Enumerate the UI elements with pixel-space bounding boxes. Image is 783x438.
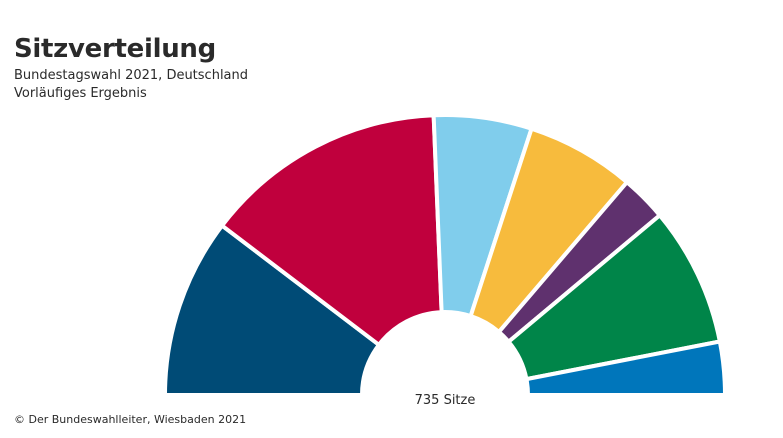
- seat-slice-6: [505, 212, 723, 382]
- seat-slice-2: [219, 113, 444, 348]
- chart-subtitle: Bundestagswahl 2021, Deutschland Vorläuf…: [14, 67, 248, 103]
- chart-slices: [162, 113, 728, 397]
- subtitle-line-1: Bundestagswahl 2021, Deutschland: [14, 68, 249, 83]
- total-seats-label: 735 Sitze: [415, 393, 476, 408]
- seat-slice-1: [162, 222, 382, 397]
- chart-title: Sitzverteilung: [14, 34, 216, 64]
- subtitle-line-2: Vorläufiges Ergebnis: [14, 86, 147, 101]
- seat-slice-7: [524, 339, 728, 397]
- source-footer: © Der Bundeswahlleiter, Wiesbaden 2021: [14, 413, 247, 426]
